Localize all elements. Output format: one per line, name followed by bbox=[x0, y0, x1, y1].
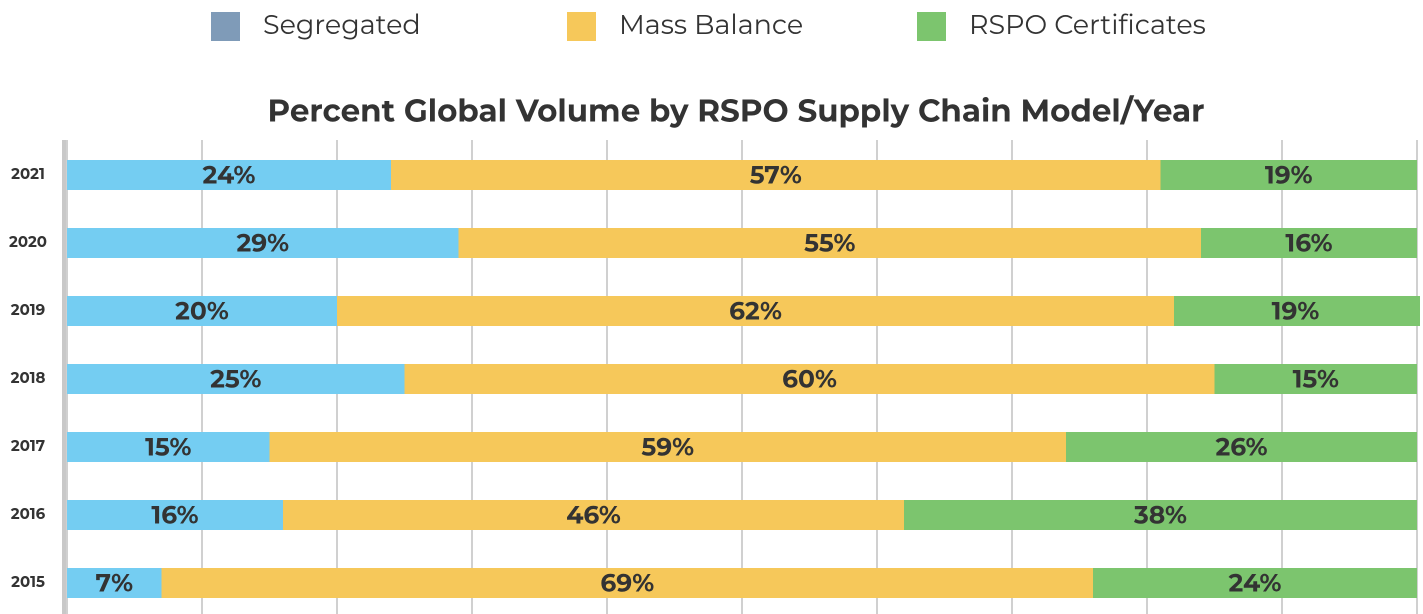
bar-segment bbox=[67, 432, 270, 462]
bar-segment bbox=[1160, 160, 1417, 190]
data-label: 16% bbox=[151, 501, 198, 531]
legend-swatch bbox=[211, 12, 240, 41]
data-label: 57% bbox=[750, 161, 802, 191]
y-tick-label: 2016 bbox=[11, 504, 46, 523]
data-label: 60% bbox=[782, 365, 837, 395]
bar-segment bbox=[1214, 364, 1417, 394]
bar-segment bbox=[337, 296, 1174, 326]
data-label: 7% bbox=[95, 569, 133, 599]
data-label: 26% bbox=[1215, 433, 1267, 463]
bar-segment bbox=[1093, 568, 1417, 598]
bar-segment bbox=[67, 228, 459, 258]
data-label: 20% bbox=[175, 297, 229, 327]
bar-segment bbox=[1201, 228, 1417, 258]
bars bbox=[67, 160, 1420, 598]
data-label: 38% bbox=[1133, 501, 1187, 531]
data-label: 69% bbox=[600, 569, 654, 599]
y-tick-label: 2015 bbox=[11, 572, 45, 591]
data-label: 25% bbox=[210, 365, 261, 395]
bar-segment bbox=[404, 364, 1215, 394]
legend-label: Segregated bbox=[263, 8, 421, 41]
data-label: 24% bbox=[1229, 569, 1282, 599]
data-label: 59% bbox=[641, 433, 694, 463]
y-tick-label: 2020 bbox=[9, 232, 47, 251]
data-label: 62% bbox=[729, 297, 782, 327]
data-label: 15% bbox=[1293, 365, 1339, 395]
data-label: 15% bbox=[145, 433, 191, 463]
bar-segment bbox=[67, 364, 405, 394]
legend: Segregated Mass Balance RSPO Certificates bbox=[211, 8, 1206, 41]
data-label: 19% bbox=[1265, 161, 1313, 191]
bar-segment bbox=[904, 500, 1417, 530]
bar-segment bbox=[67, 568, 162, 598]
bar-segment bbox=[1066, 432, 1417, 462]
legend-swatch bbox=[567, 12, 596, 41]
data-label: 46% bbox=[566, 501, 621, 531]
bar-segment bbox=[161, 568, 1093, 598]
bar-segment bbox=[67, 296, 337, 326]
bar-segment bbox=[269, 432, 1066, 462]
legend-label: RSPO Certificates bbox=[969, 8, 1206, 41]
bar-segment bbox=[67, 500, 283, 530]
data-label: 55% bbox=[804, 229, 855, 259]
legend-swatch bbox=[917, 12, 946, 41]
chart-title: Percent Global Volume by RSPO Supply Cha… bbox=[267, 91, 1204, 129]
y-tick-label: 2019 bbox=[11, 300, 45, 319]
bar-segment bbox=[1174, 296, 1420, 326]
data-label: 24% bbox=[203, 161, 256, 191]
data-label: 16% bbox=[1285, 229, 1332, 259]
data-label: 19% bbox=[1272, 297, 1320, 327]
labels: 2021 24% 57% 19% 2020 29% 55% 16% 2019 20% 62% 19% 2… bbox=[9, 161, 1339, 599]
bar-segment bbox=[67, 160, 391, 190]
y-tick-label: 2021 bbox=[11, 164, 45, 183]
y-tick-label: 2018 bbox=[11, 368, 46, 387]
data-label: 29% bbox=[236, 229, 289, 259]
bar-segment bbox=[458, 228, 1201, 258]
y-tick-label: 2017 bbox=[11, 436, 45, 455]
bar-segment bbox=[391, 160, 1161, 190]
bar-segment bbox=[283, 500, 904, 530]
legend-label: Mass Balance bbox=[619, 8, 803, 41]
